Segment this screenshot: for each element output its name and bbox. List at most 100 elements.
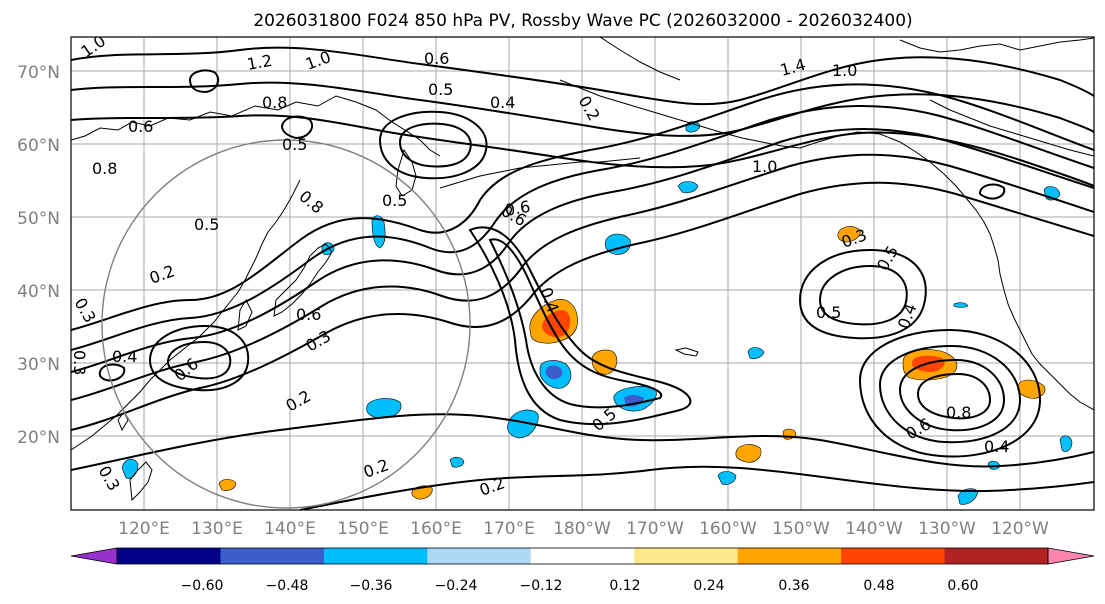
colorbar-tick-label: −0.48 — [266, 578, 309, 594]
contour-label: 0.5 — [382, 191, 407, 210]
coast-arctic — [599, 37, 1094, 81]
lat-label: 20°N — [17, 428, 60, 448]
contour-sea-okhotsk-2 — [398, 122, 472, 168]
colorbar-tick-label: 0.36 — [778, 578, 809, 594]
contour-label: 1.0 — [752, 157, 777, 176]
contour-label: 0.4 — [490, 93, 515, 112]
coast-philippines — [129, 461, 153, 502]
contour-small-2 — [280, 115, 314, 140]
lon-label: 120°W — [991, 519, 1049, 539]
lon-label: 150°E — [337, 519, 389, 539]
map-panel: 1.0 1.2 1.0 0.6 0.5 0.4 1.4 1.0 0.8 0.6 … — [70, 36, 1095, 511]
negative-anomaly-3 — [366, 398, 402, 419]
contour-east-low-3 — [898, 358, 1006, 432]
contour-jet-3 — [71, 128, 1094, 373]
contour-south-2 — [299, 465, 1094, 510]
negative-anomaly-18 — [953, 302, 969, 308]
negative-anomaly-6 — [371, 215, 386, 249]
negative-anomaly-16 — [449, 456, 465, 468]
coast-japan — [273, 243, 333, 317]
longitude-labels: 120°E 130°E 140°E 150°E 160°E 170°E 180°… — [118, 519, 1049, 539]
contour-label: 1.0 — [832, 61, 857, 80]
contour-label: 0.8 — [262, 93, 287, 112]
lon-label: 140°W — [845, 519, 903, 539]
coast-north-america — [993, 245, 1094, 411]
contour-north-2 — [71, 81, 1094, 137]
colorbar-ticks: −0.60 −0.48 −0.36 −0.24 −0.12 0.12 0.24 … — [181, 578, 979, 594]
coast-canada-interior — [929, 99, 1094, 157]
contour-small-4 — [978, 183, 1006, 200]
contour-label: 0.8 — [946, 403, 971, 422]
colorbar-bin — [117, 548, 221, 564]
contour-south-1 — [71, 413, 1094, 471]
contour-label: 0.4 — [984, 437, 1009, 456]
colorbar-bin — [841, 548, 946, 564]
contour-labels: 1.0 1.2 1.0 0.6 0.5 0.4 1.4 1.0 0.8 0.6 … — [71, 37, 1009, 500]
colorbar-tick-label: 0.60 — [947, 578, 978, 594]
contour-mid-pacific-2 — [818, 264, 908, 326]
lat-label: 60°N — [17, 136, 60, 156]
negative-anomaly-1 — [539, 360, 572, 389]
negative-anomaly-4 — [507, 409, 539, 439]
contour-label: 0.6 — [128, 117, 153, 136]
contour-label: 0.6 — [296, 305, 321, 324]
colorbar-tick-label: 0.48 — [863, 578, 894, 594]
colorbar-bin — [530, 548, 635, 564]
coast-alaska — [559, 79, 995, 247]
contour-small-3 — [98, 363, 126, 382]
colorbar-bins — [117, 548, 1049, 564]
contour-label: 0.6 — [503, 197, 531, 220]
positive-anomaly-3 — [902, 349, 958, 381]
positive-anomaly-6 — [735, 444, 762, 463]
contour-label: 0.8 — [92, 159, 117, 178]
map-frame — [70, 36, 1095, 511]
contour-sea-okhotsk-1 — [378, 110, 488, 180]
figure-title: 2026031800 F024 850 hPa PV, Rossby Wave … — [253, 11, 912, 31]
lon-label: 170°E — [483, 519, 535, 539]
coast-east-asia — [71, 95, 441, 451]
contour-label: 0.5 — [194, 215, 219, 234]
contour-label: 0.6 — [424, 49, 449, 68]
lon-label: 180°W — [553, 519, 611, 539]
lon-label: 160°E — [410, 519, 462, 539]
pv-contours — [71, 46, 1094, 510]
contour-mid-pacific-1 — [798, 248, 927, 340]
negative-anomaly-12 — [677, 181, 699, 194]
contour-north-1 — [71, 46, 1094, 106]
colorbar-bin — [427, 548, 532, 564]
negative-anomaly-11 — [1059, 435, 1073, 452]
contour-trough-inner — [488, 238, 663, 409]
colorbar-extend-max — [1047, 547, 1095, 565]
lon-label: 130°E — [191, 519, 243, 539]
colorbar-frame — [116, 547, 1049, 565]
lat-label: 40°N — [17, 282, 60, 302]
colorbar-tick-label: −0.24 — [435, 578, 478, 594]
contour-east-low-1 — [858, 328, 1042, 458]
lon-label: 130°W — [918, 519, 976, 539]
colorbar-tick-label: 0.24 — [693, 578, 724, 594]
coastlines — [71, 37, 1094, 502]
lon-label: 170°W — [626, 519, 684, 539]
contour-label: 0.5 — [428, 80, 453, 99]
contour-west-low-2 — [166, 340, 232, 380]
contour-east-low-2 — [878, 344, 1022, 444]
positive-anomaly-5 — [837, 226, 861, 243]
coast-aleutians — [439, 157, 641, 189]
contour-jet-2 — [71, 105, 1094, 351]
lon-label: 150°W — [772, 519, 830, 539]
contour-label: 1.2 — [245, 51, 273, 74]
colorbar-extend-min — [70, 547, 118, 565]
lat-label: 70°N — [17, 63, 60, 83]
colorbar-bin — [944, 548, 1049, 564]
negative-anomaly-7 — [121, 458, 139, 479]
contour-trough — [468, 226, 692, 426]
colorbar-bin — [220, 548, 325, 564]
contour-east-low-4 — [916, 372, 992, 420]
contour-label: 0.5 — [282, 135, 307, 154]
colorbar-tick-label: −0.12 — [520, 578, 563, 594]
colorbar-bin — [737, 548, 842, 564]
colorbar-bin — [634, 548, 739, 564]
coast-hawaii — [674, 347, 699, 357]
lon-label: 160°W — [699, 519, 757, 539]
